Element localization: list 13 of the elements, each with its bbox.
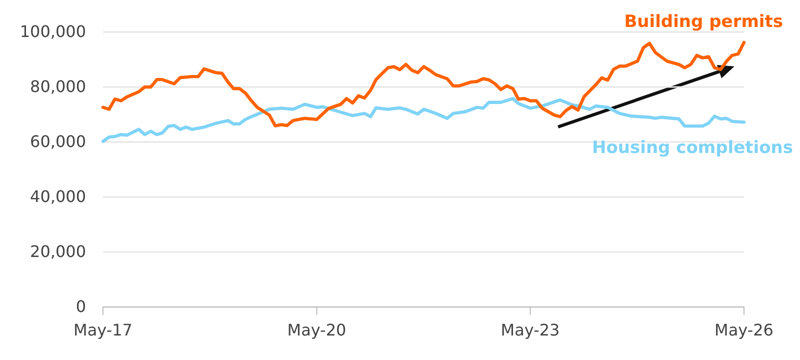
series-label: Housing completions bbox=[592, 138, 793, 158]
series-label: Building permits bbox=[624, 12, 783, 32]
y-tick-label: 20,000 bbox=[30, 242, 86, 262]
y-tick-label: 100,000 bbox=[20, 22, 86, 42]
y-tick-label: 0 bbox=[76, 297, 86, 316]
x-tick-label: May-26 bbox=[714, 320, 774, 340]
y-tick-label: 40,000 bbox=[30, 187, 86, 206]
x-tick-label: May-23 bbox=[500, 320, 560, 340]
x-tick-label: May-20 bbox=[287, 320, 346, 340]
y-tick-label: 80,000 bbox=[30, 77, 86, 96]
y-tick-label: 60,000 bbox=[30, 132, 86, 152]
line-series bbox=[101, 40, 746, 128]
x-tick-label: May-17 bbox=[74, 320, 132, 340]
